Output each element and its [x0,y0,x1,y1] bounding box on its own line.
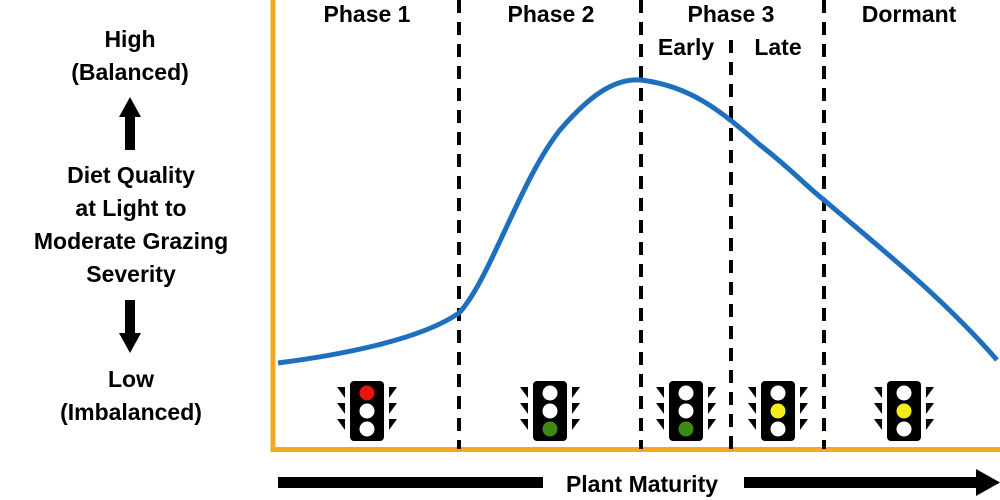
traffic-light-lamp-yellow [896,403,912,419]
traffic-light-flap [389,403,397,414]
traffic-light-flap [748,419,756,430]
traffic-light-icon [337,381,397,441]
traffic-light-flap [520,403,528,414]
traffic-light-lamp-green [678,421,694,437]
traffic-light-flap [874,419,882,430]
traffic-light-flap [926,387,934,398]
phase-2-label: Phase 2 [508,1,595,27]
traffic-light-flap [926,403,934,414]
phase-3-late-label: Late [754,34,801,60]
traffic-light-flap [572,403,580,414]
traffic-light-lamp-green [896,421,912,437]
phase-labels: Phase 1 Phase 2 Phase 3 Early Late Dorma… [324,1,957,60]
dormant-label: Dormant [862,1,957,27]
x-axis-arrow: Plant Maturity [278,469,1000,497]
traffic-light-icon [656,381,716,441]
y-axis-low-label: Low [108,366,154,392]
arrow-right-icon [976,469,1000,496]
arrow-shaft-left [278,477,543,488]
traffic-light-flap [520,419,528,430]
traffic-light-flap [520,387,528,398]
traffic-light-flap [926,419,934,430]
traffic-light-lamp-red [770,385,786,401]
axes [270,0,1000,452]
arrow-shaft-right [744,477,978,488]
traffic-light-lamp-green [770,421,786,437]
diet-quality-curve [277,77,999,366]
traffic-light-flap [748,387,756,398]
traffic-light-flap [572,419,580,430]
traffic-light-lamp-yellow [359,403,375,419]
y-axis-labels: High (Balanced) Diet Quality at Light to… [34,26,228,425]
y-axis-title-line-2: at Light to [75,195,186,221]
arrow-down-icon [119,300,141,353]
traffic-light-lamp-yellow [678,403,694,419]
traffic-light-flap [656,419,664,430]
traffic-light-icon [748,381,808,441]
traffic-light-flap [656,403,664,414]
y-axis-high-sublabel: (Balanced) [71,59,189,85]
arrow-up-icon [119,97,141,150]
traffic-light-flap [708,387,716,398]
traffic-light-flap [337,419,345,430]
y-axis-low-sublabel: (Imbalanced) [60,399,202,425]
traffic-light-flap [708,419,716,430]
phase-dividers [457,0,826,449]
traffic-light-lamp-red [542,385,558,401]
traffic-light-flap [337,403,345,414]
traffic-light-lamp-yellow [770,403,786,419]
traffic-light-flap [874,403,882,414]
traffic-light-flap [572,387,580,398]
traffic-light-lamp-yellow [542,403,558,419]
traffic-light-lamp-red [359,385,375,401]
traffic-light-icon [520,381,580,441]
traffic-light-lamp-red [896,385,912,401]
x-axis-label: Plant Maturity [566,471,718,497]
traffic-light-flap [874,387,882,398]
traffic-light-flap [708,403,716,414]
traffic-lights [337,381,934,441]
traffic-light-lamp-green [542,421,558,437]
phase-1-label: Phase 1 [324,1,411,27]
traffic-light-lamp-red [678,385,694,401]
traffic-light-flap [748,403,756,414]
traffic-light-lamp-green [359,421,375,437]
phase-3-label: Phase 3 [688,1,775,27]
traffic-light-flap [337,387,345,398]
traffic-light-icon [874,381,934,441]
y-axis-high-label: High [104,26,155,52]
traffic-light-flap [800,419,808,430]
traffic-light-flap [656,387,664,398]
phase-3-early-label: Early [658,34,714,60]
traffic-light-flap [800,403,808,414]
y-axis-title-line-1: Diet Quality [67,162,195,188]
y-axis-title-line-3: Moderate Grazing [34,228,228,254]
y-axis-title-line-4: Severity [86,261,176,287]
traffic-light-flap [389,387,397,398]
traffic-light-flap [800,387,808,398]
traffic-light-flap [389,419,397,430]
